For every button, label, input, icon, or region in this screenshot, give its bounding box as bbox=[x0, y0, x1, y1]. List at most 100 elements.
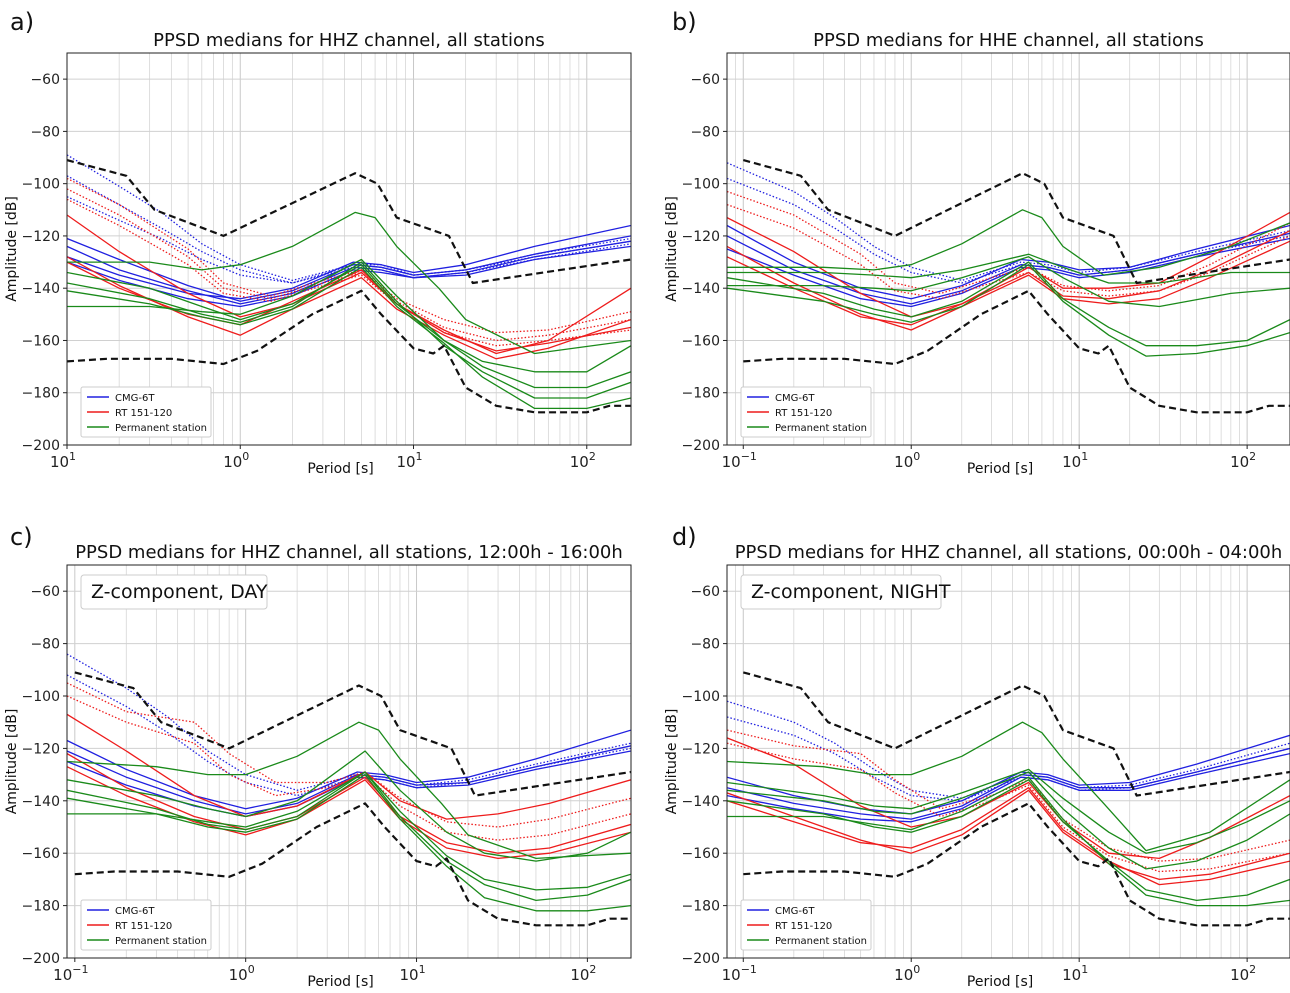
y-tick-label: −80 bbox=[30, 124, 60, 140]
x-tick-base: 10 bbox=[229, 966, 248, 984]
axes-frame bbox=[66, 564, 632, 959]
panel-label: a) bbox=[10, 8, 34, 36]
noise-model-high bbox=[743, 159, 1290, 285]
annotation-text: Z-component, DAY bbox=[91, 581, 268, 603]
y-tick-label: −200 bbox=[22, 438, 60, 454]
legend-frame bbox=[740, 899, 872, 951]
series-rt-8 bbox=[67, 256, 631, 360]
series-rt-9 bbox=[67, 695, 631, 841]
legend-label: RT 151-120 bbox=[775, 921, 832, 932]
legend-label: CMG-6T bbox=[115, 393, 155, 404]
noise-model-low bbox=[743, 802, 1290, 927]
series-permanent-12 bbox=[67, 771, 631, 902]
series-permanent-10 bbox=[67, 721, 631, 860]
series-rt-7 bbox=[727, 230, 1290, 326]
x-axis-label: Period [s] bbox=[967, 461, 1033, 477]
y-tick-label: −100 bbox=[22, 689, 60, 705]
legend-label: Permanent station bbox=[775, 936, 867, 947]
x-tick-exponent: 1 bbox=[416, 450, 423, 463]
panel-label: d) bbox=[672, 523, 697, 551]
y-tick-label: −160 bbox=[682, 333, 720, 349]
series-group bbox=[67, 154, 631, 414]
series-cmg-4 bbox=[67, 674, 631, 797]
annotation-box: Z-component, NIGHT bbox=[740, 574, 951, 610]
y-tick-label: −100 bbox=[22, 177, 60, 193]
series-rt-8 bbox=[727, 729, 1290, 862]
noise-model-high bbox=[67, 159, 631, 285]
x-tick-label: 101 bbox=[399, 963, 425, 984]
series-rt-6 bbox=[727, 789, 1290, 881]
series-permanent-15 bbox=[67, 261, 631, 399]
x-tick-exponent: −1 bbox=[72, 963, 88, 976]
y-tick-label: −160 bbox=[22, 846, 60, 862]
y-axis-label: Amplitude [dB] bbox=[4, 709, 20, 815]
y-tick-label: −100 bbox=[682, 177, 720, 193]
y-tick-label: −160 bbox=[22, 333, 60, 349]
axes-frame bbox=[66, 52, 632, 446]
y-tick-label: −80 bbox=[690, 124, 720, 140]
grid-lines bbox=[726, 565, 1290, 958]
noise-model-low bbox=[74, 802, 631, 927]
x-tick-base: 10 bbox=[570, 453, 589, 471]
x-tick-exponent: 0 bbox=[248, 963, 255, 976]
x-axis-label: Period [s] bbox=[967, 974, 1033, 990]
series-rt-8 bbox=[67, 682, 631, 828]
series-cmg-6 bbox=[67, 196, 631, 284]
legend-label: RT 151-120 bbox=[775, 408, 832, 419]
x-tick-base: 10 bbox=[1062, 966, 1081, 984]
x-tick-label: 102 bbox=[1230, 963, 1256, 984]
chart-title: PPSD medians for HHZ channel, all statio… bbox=[735, 542, 1283, 563]
series-permanent-13 bbox=[67, 211, 631, 355]
x-tick-base: 10 bbox=[396, 453, 415, 471]
x-tick-base: 10 bbox=[570, 966, 589, 984]
x-tick-base: 10 bbox=[894, 966, 913, 984]
legend-frame bbox=[80, 899, 212, 951]
y-tick-label: −180 bbox=[682, 386, 720, 402]
x-tick-label: 101 bbox=[1062, 963, 1088, 984]
axes-frame bbox=[726, 52, 1290, 446]
x-tick-label: 100 bbox=[223, 450, 249, 471]
legend-label: Permanent station bbox=[775, 423, 867, 434]
noise-model-high bbox=[74, 671, 631, 797]
series-cmg-4 bbox=[727, 716, 1290, 802]
y-axis-label: Amplitude [dB] bbox=[664, 709, 680, 815]
legend-label: CMG-6T bbox=[115, 906, 155, 917]
y-tick-label: −60 bbox=[30, 584, 60, 600]
series-cmg-1 bbox=[67, 240, 631, 305]
series-cmg-0 bbox=[67, 729, 631, 810]
x-tick-label: 101 bbox=[396, 450, 422, 471]
x-tick-base: 10 bbox=[1062, 453, 1081, 471]
series-permanent-11 bbox=[727, 261, 1290, 347]
y-tick-label: −140 bbox=[682, 794, 720, 810]
legend: CMG-6T RT 151-120 Permanent station bbox=[740, 386, 872, 438]
y-tick-label: −120 bbox=[682, 229, 720, 245]
x-tick-label: 100 bbox=[229, 963, 255, 984]
x-tick-label: 101 bbox=[50, 450, 76, 471]
y-tick-label: −120 bbox=[22, 741, 60, 757]
y-tick-label: −140 bbox=[682, 281, 720, 297]
y-tick-label: −60 bbox=[30, 72, 60, 88]
x-tick-label: 10−1 bbox=[53, 963, 88, 984]
x-tick-label: 102 bbox=[570, 963, 596, 984]
x-axis-label: Period [s] bbox=[307, 461, 373, 477]
y-tick-label: −160 bbox=[682, 846, 720, 862]
series-permanent-13 bbox=[727, 776, 1290, 907]
legend-label: CMG-6T bbox=[775, 393, 815, 404]
series-cmg-2 bbox=[67, 224, 631, 300]
noise-model-low bbox=[67, 289, 631, 414]
series-cmg-3 bbox=[67, 653, 631, 791]
series-permanent-17 bbox=[67, 266, 631, 410]
y-tick-label: −80 bbox=[690, 637, 720, 653]
chart-title: PPSD medians for HHZ channel, all statio… bbox=[153, 30, 545, 51]
y-tick-label: −80 bbox=[30, 637, 60, 653]
series-rt-5 bbox=[727, 737, 1290, 860]
annotation-box: Z-component, DAY bbox=[80, 574, 268, 610]
series-permanent-13 bbox=[67, 771, 631, 891]
series-permanent-16 bbox=[67, 258, 631, 373]
y-tick-label: −60 bbox=[690, 72, 720, 88]
annotation-frame bbox=[80, 574, 268, 610]
series-cmg-4 bbox=[67, 154, 631, 282]
